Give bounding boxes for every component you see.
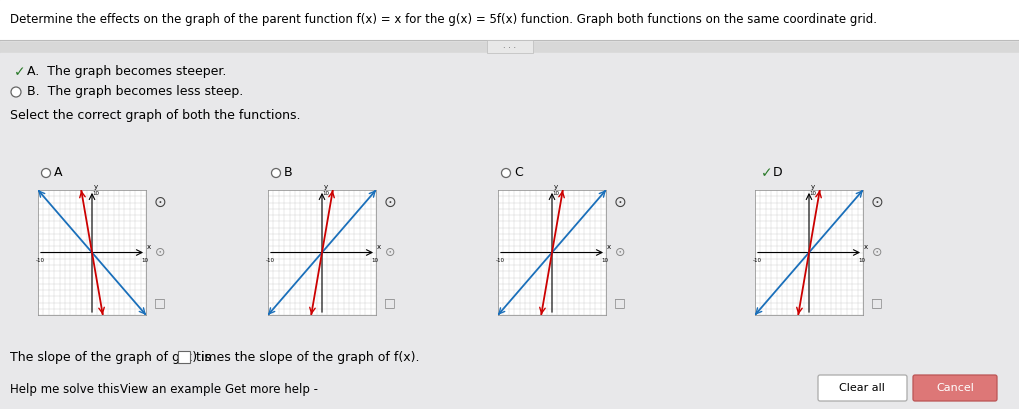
Text: Get more help -: Get more help - — [225, 382, 318, 396]
Text: The slope of the graph of g(x) is: The slope of the graph of g(x) is — [10, 351, 211, 364]
Text: ⊙: ⊙ — [871, 247, 882, 259]
Text: B.  The graph becomes less steep.: B. The graph becomes less steep. — [26, 85, 244, 99]
Text: ⊙: ⊙ — [385, 247, 395, 259]
Text: . . .: . . . — [503, 41, 517, 50]
Text: ⊙: ⊙ — [154, 195, 166, 209]
Text: 10: 10 — [810, 191, 817, 196]
Text: x: x — [147, 244, 151, 250]
Text: A.  The graph becomes steeper.: A. The graph becomes steeper. — [26, 65, 226, 79]
Text: Select the correct graph of both the functions.: Select the correct graph of both the fun… — [10, 108, 301, 121]
Bar — [0, 53, 1019, 409]
Text: -10: -10 — [37, 258, 45, 263]
Text: x: x — [864, 244, 868, 250]
Text: Determine the effects on the graph of the parent function f(x) = x for the g(x) : Determine the effects on the graph of th… — [10, 13, 877, 27]
Text: ⊙: ⊙ — [383, 195, 396, 209]
Text: View an example: View an example — [120, 382, 221, 396]
Text: -10: -10 — [266, 258, 275, 263]
Text: times the slope of the graph of f(x).: times the slope of the graph of f(x). — [196, 351, 420, 364]
Text: ✓: ✓ — [14, 65, 25, 79]
Text: ⊙: ⊙ — [870, 195, 883, 209]
Text: y: y — [811, 184, 815, 190]
Text: D: D — [773, 166, 783, 180]
Bar — [178, 351, 190, 363]
Text: y: y — [94, 184, 98, 190]
Text: □: □ — [871, 297, 882, 310]
Text: ⊙: ⊙ — [155, 247, 165, 259]
Text: x: x — [607, 244, 611, 250]
Circle shape — [271, 169, 280, 178]
Text: y: y — [324, 184, 328, 190]
Text: 10: 10 — [93, 191, 100, 196]
Text: ⊙: ⊙ — [613, 195, 627, 209]
Text: 10: 10 — [858, 258, 865, 263]
Text: 10: 10 — [553, 191, 559, 196]
Text: A: A — [54, 166, 62, 180]
Circle shape — [42, 169, 51, 178]
Text: ⊙: ⊙ — [614, 247, 626, 259]
Text: -10: -10 — [753, 258, 762, 263]
Bar — [487, 40, 533, 53]
Circle shape — [501, 169, 511, 178]
Text: y: y — [553, 184, 557, 190]
Text: -10: -10 — [496, 258, 505, 263]
Text: □: □ — [384, 297, 395, 310]
Text: x: x — [377, 244, 381, 250]
Text: Clear all: Clear all — [839, 383, 884, 393]
Text: Cancel: Cancel — [936, 383, 974, 393]
FancyBboxPatch shape — [913, 375, 997, 401]
Text: C: C — [514, 166, 523, 180]
Text: □: □ — [614, 297, 626, 310]
Text: 10: 10 — [323, 191, 330, 196]
Text: B: B — [284, 166, 292, 180]
Circle shape — [11, 87, 21, 97]
Text: ✓: ✓ — [761, 166, 772, 180]
Text: 10: 10 — [601, 258, 608, 263]
Text: 10: 10 — [141, 258, 148, 263]
Bar — [0, 0, 1019, 40]
Text: Help me solve this: Help me solve this — [10, 382, 119, 396]
Text: 10: 10 — [371, 258, 378, 263]
Text: □: □ — [154, 297, 166, 310]
FancyBboxPatch shape — [818, 375, 907, 401]
